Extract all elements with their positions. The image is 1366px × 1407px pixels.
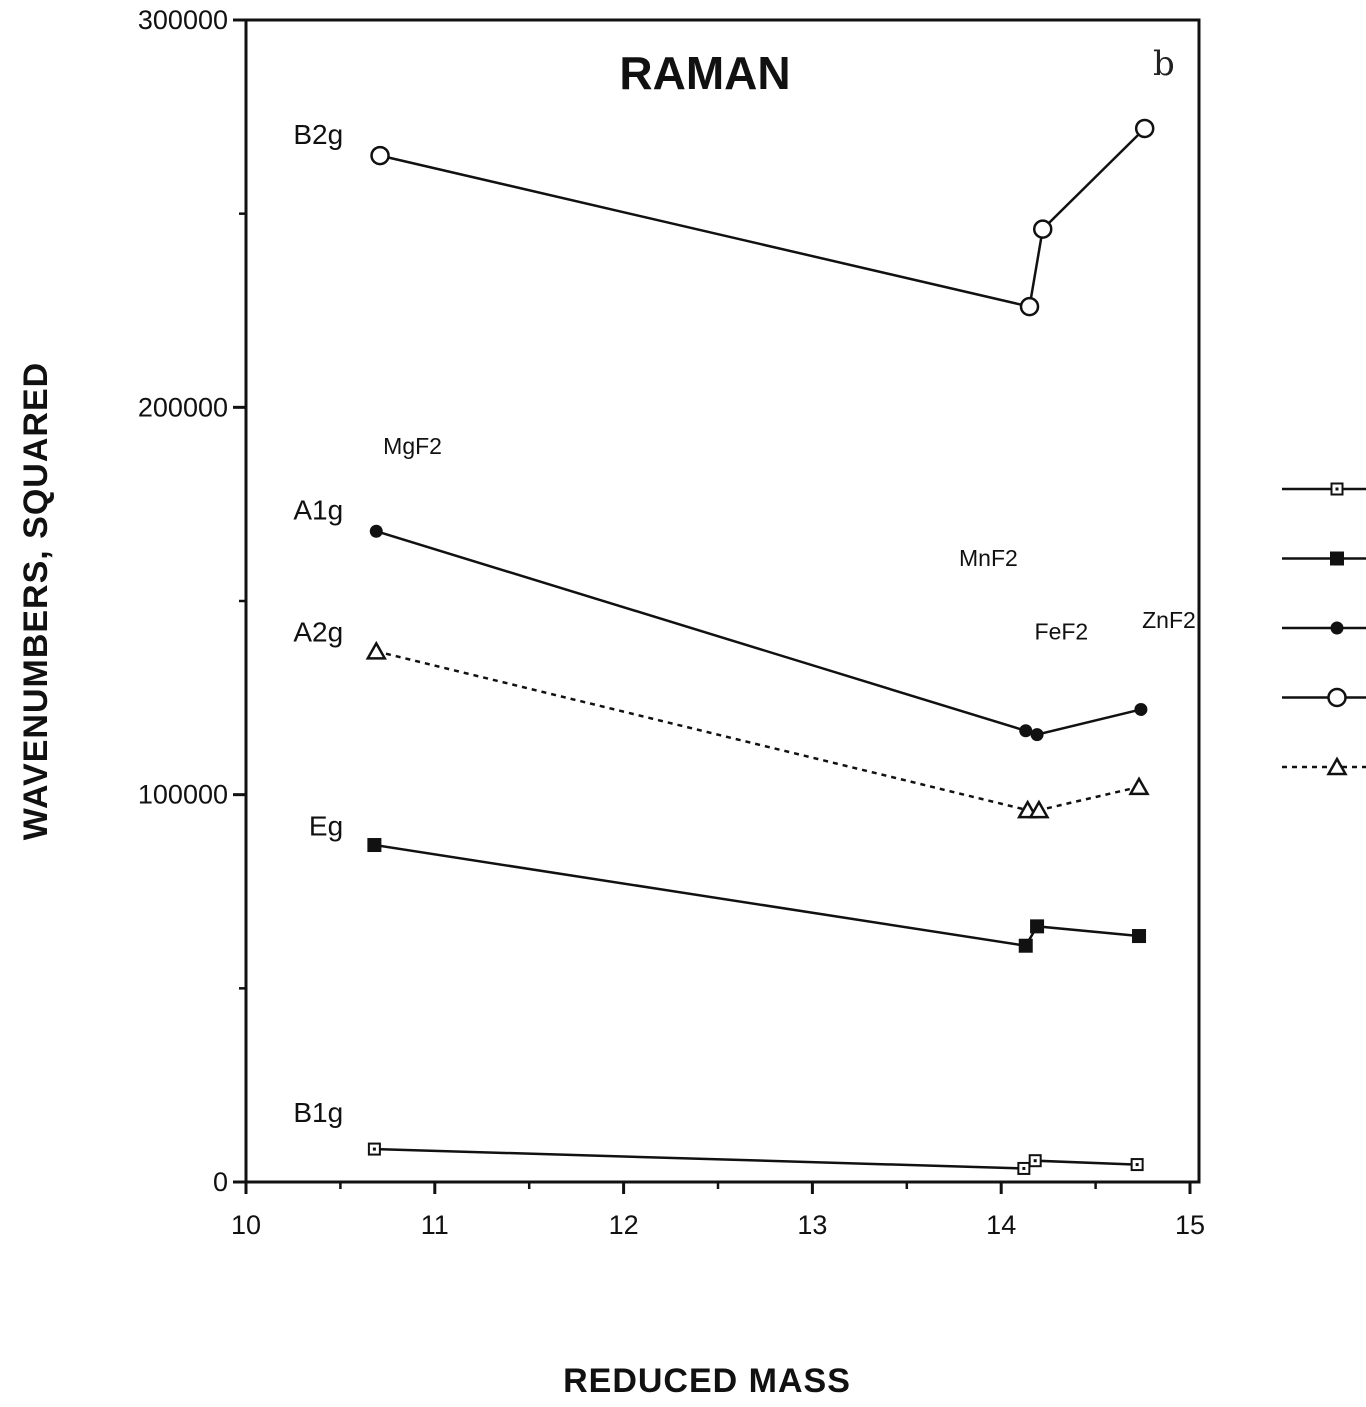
legend-item-a1g — [1282, 621, 1366, 635]
series-b1g — [367, 1142, 1144, 1175]
y-axis-title: WAVENUMBERS, SQUARED — [17, 362, 55, 840]
x-tick-label: 13 — [797, 1210, 827, 1240]
data-point — [365, 640, 387, 660]
data-point — [367, 838, 382, 853]
mode-label-b1g: B1g — [293, 1097, 343, 1128]
data-point — [370, 145, 390, 166]
axis-ticks: 10 11 12 13 14 15 0 100000 200000 300000 — [138, 5, 1205, 1240]
series-b2g — [370, 118, 1155, 317]
data-point — [1132, 929, 1147, 944]
legend-marker — [1326, 756, 1348, 776]
y-tick-label: 300000 — [138, 5, 228, 35]
x-axis-title: REDUCED MASS — [563, 1362, 851, 1400]
chart-title: RAMAN — [619, 47, 790, 99]
legend-marker-dot — [1335, 487, 1339, 491]
series-line — [379, 127, 1146, 309]
data-point-dot — [1022, 1166, 1026, 1170]
data-point — [1032, 219, 1053, 239]
series-line — [375, 650, 1140, 812]
mode-label-a1g: A1g — [293, 495, 343, 526]
compound-label: FeF2 — [1035, 619, 1089, 645]
series-line — [374, 843, 1140, 948]
x-tick-label: 10 — [231, 1210, 261, 1240]
data-point — [1019, 296, 1040, 317]
data-point — [1030, 728, 1044, 742]
data-point — [1134, 702, 1148, 716]
legend-marker — [1330, 621, 1344, 635]
x-tick-label: 11 — [421, 1210, 449, 1240]
legend-item-a2g — [1282, 756, 1366, 776]
data-point — [1019, 724, 1033, 738]
series-eg — [367, 838, 1147, 953]
data-point — [1128, 776, 1150, 796]
y-tick-label: 100000 — [138, 780, 228, 810]
labels-layer: B1g Eg A1g B2g A2g MgF2 MnF2 FeF2 ZnF2 — [293, 119, 1195, 1128]
data-point-dot — [372, 1147, 376, 1151]
data-point-dot — [1033, 1159, 1037, 1163]
compound-label: ZnF2 — [1142, 607, 1196, 633]
legend — [1282, 482, 1366, 776]
data-point — [369, 524, 383, 538]
plot-frame — [244, 18, 1201, 1184]
data-point-dot — [1135, 1163, 1139, 1167]
x-tick-label: 14 — [986, 1210, 1016, 1240]
series-a2g — [365, 640, 1150, 819]
compound-label: MgF2 — [383, 433, 442, 459]
legend-marker — [1330, 551, 1344, 566]
legend-item-b1g — [1282, 482, 1366, 496]
mode-label-a2g: A2g — [293, 617, 343, 648]
y-tick-label: 0 — [213, 1167, 228, 1197]
data-point — [1134, 118, 1155, 139]
data-point — [1030, 919, 1045, 934]
data-point — [1018, 938, 1033, 953]
y-tick-label: 200000 — [138, 392, 228, 422]
legend-item-b2g — [1282, 687, 1366, 708]
data-point — [1028, 799, 1050, 819]
mode-label-b2g: B2g — [293, 119, 343, 150]
legend-item-eg — [1282, 551, 1366, 566]
mode-label-eg: Eg — [309, 810, 343, 841]
panel-letter: b — [1153, 44, 1175, 84]
legend-marker — [1327, 687, 1347, 708]
series-line — [375, 530, 1142, 736]
series-layer — [365, 118, 1155, 1175]
x-tick-label: 12 — [609, 1210, 639, 1240]
series-a1g — [369, 524, 1148, 742]
x-tick-label: 15 — [1175, 1210, 1205, 1240]
compound-label: MnF2 — [959, 545, 1018, 571]
